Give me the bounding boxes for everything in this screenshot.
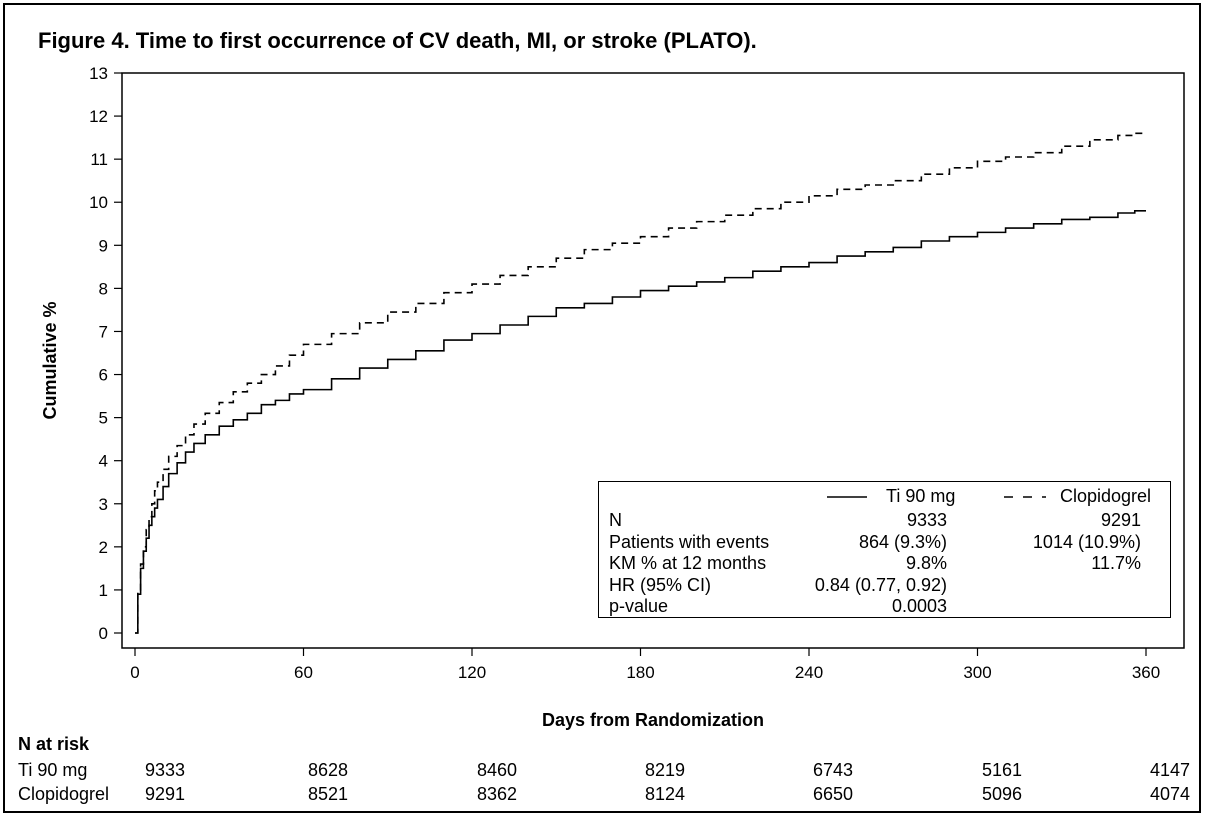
legend-label-clopidogrel: Clopidogrel [1060, 486, 1152, 506]
summary-value-ti-90mg: 9333 [906, 510, 947, 530]
y-tick-label: 13 [89, 64, 108, 83]
y-tick-label: 6 [99, 366, 108, 385]
y-tick-label: 11 [90, 150, 108, 169]
summary-value-clopidogrel: 1014 (10.9%) [1032, 531, 1141, 552]
legend-summary-box: Ti 90 mg Clopidogrel N 9333 9291 Patients wit… [598, 481, 1171, 618]
figure-frame [3, 3, 1201, 813]
y-tick-label: 8 [99, 279, 108, 298]
summary-row-label: HR (95% CI) [609, 574, 712, 595]
y-tick-label: 1 [99, 581, 108, 600]
legend-label-ti-90mg: Ti 90 mg [886, 486, 956, 506]
x-tick-label: 360 [1132, 663, 1160, 682]
summary-value-ti-90mg: 864 (9.3%) [858, 531, 947, 552]
x-tick-label: 180 [626, 663, 654, 682]
chart-title: Figure 4. Time to first occurrence of CV… [38, 28, 757, 53]
series-line-clopidogrel [135, 132, 1146, 634]
y-tick-label: 7 [99, 322, 108, 341]
y-tick-label: 3 [99, 495, 108, 514]
x-tick-label: 120 [458, 663, 486, 682]
x-tick-label: 300 [963, 663, 991, 682]
x-tick-label: 240 [795, 663, 823, 682]
x-axis-label: Days from Randomization [542, 710, 764, 730]
plot-border [121, 72, 1185, 649]
y-tick-label: 4 [99, 452, 108, 471]
summary-value-clopidogrel: 9291 [1100, 510, 1141, 530]
summary-row-label: p-value [609, 596, 669, 616]
summary-row-label: KM % at 12 months [609, 553, 767, 573]
y-tick-label: 2 [99, 538, 108, 557]
series-line-ti-90mg [135, 210, 1146, 634]
series-layer [135, 132, 1146, 634]
summary-value-ti-90mg: 0.84 (0.77, 0.92) [814, 574, 947, 595]
y-tick-label: 5 [99, 409, 108, 428]
summary-value-ti-90mg: 0.0003 [891, 596, 947, 616]
y-tick-label: 10 [89, 193, 108, 212]
y-axis-label: Cumulative % [40, 301, 60, 419]
summary-row-label: Patients with events [609, 531, 770, 552]
summary-value-ti-90mg: 9.8% [905, 553, 947, 573]
summary-row-label: N [609, 510, 622, 530]
x-tick-label: 60 [294, 663, 313, 682]
legend-samples [827, 496, 1046, 498]
x-tick-label: 0 [130, 663, 139, 682]
y-tick-label: 0 [99, 624, 108, 643]
y-tick-label: 12 [89, 107, 108, 126]
y-tick-label: 9 [99, 236, 108, 255]
summary-value-clopidogrel: 11.7% [1091, 553, 1141, 573]
